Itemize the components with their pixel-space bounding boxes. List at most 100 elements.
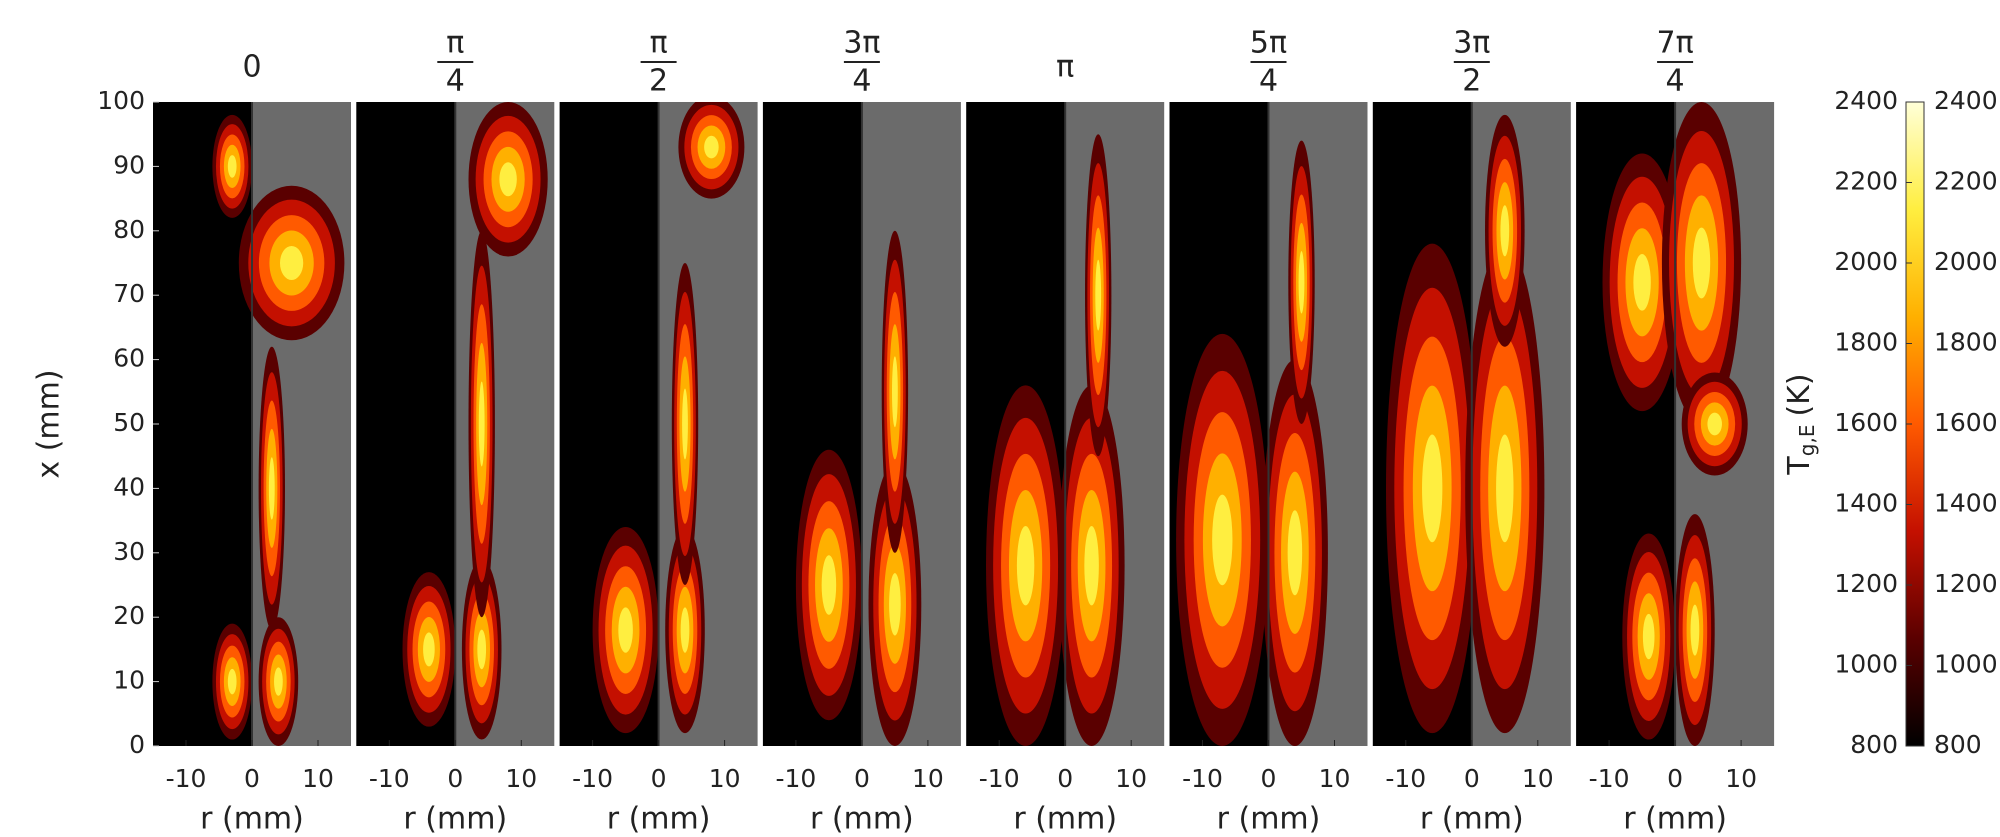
x-axis-label: r (mm): [1623, 802, 1727, 837]
x-tick-label: 0: [1464, 764, 1480, 793]
colorbar-tick-label: 1400: [1934, 489, 1998, 518]
x-tick-label: 10: [505, 764, 537, 793]
panel-title-numerator: π: [650, 26, 668, 61]
flame-contour: [269, 457, 275, 519]
flame-contour: [1643, 614, 1655, 659]
x-tick-label: -10: [1385, 764, 1426, 793]
x-tick-label: 10: [1319, 764, 1351, 793]
colorbar-label-subscript: g,E: [1795, 425, 1819, 457]
y-tick-label: 100: [97, 86, 145, 115]
flame-contour: [1422, 435, 1442, 543]
flame-contour: [1693, 228, 1710, 299]
flame-contour: [1017, 526, 1034, 605]
colorbar-tick-label: 2200: [1934, 167, 1998, 196]
x-tick-label: 10: [912, 764, 944, 793]
colorbar-tick-label: 1400: [1834, 489, 1898, 518]
flame-contour: [274, 667, 283, 695]
flame-contour: [228, 155, 237, 178]
x-tick-label: 0: [244, 764, 260, 793]
colorbar-tick-label: 2200: [1834, 167, 1898, 196]
panel-title-numerator: π: [446, 26, 464, 61]
flame-contour: [280, 246, 303, 280]
x-tick-label: 0: [1261, 764, 1277, 793]
x-tick-label: 0: [651, 764, 667, 793]
panel-title-numerator: 3π: [1453, 26, 1490, 61]
flame-contour: [704, 136, 719, 159]
y-tick-label: 90: [113, 150, 145, 179]
colorbar-tick-label: 1200: [1834, 569, 1898, 598]
x-tick-label: -10: [979, 764, 1020, 793]
x-tick-label: -10: [1589, 764, 1630, 793]
x-tick-label: 0: [1667, 764, 1683, 793]
y-tick-label: 10: [113, 666, 145, 695]
x-axis-label: r (mm): [607, 802, 711, 837]
x-tick-label: 0: [1057, 764, 1073, 793]
y-tick-label: 30: [113, 537, 145, 566]
y-tick-label: 70: [113, 279, 145, 308]
y-axis-label: x (mm): [32, 369, 67, 478]
y-tick-label: 60: [113, 344, 145, 373]
colorbar-tick-label: 2000: [1934, 247, 1998, 276]
x-tick-label: 0: [447, 764, 463, 793]
flame-contour: [1084, 526, 1099, 605]
x-tick-label: 10: [709, 764, 741, 793]
y-tick-label: 20: [113, 601, 145, 630]
panel-title-denominator: 4: [446, 64, 465, 99]
panel-title-denominator: 4: [1259, 64, 1278, 99]
flame-contour: [1288, 510, 1303, 595]
flame-contour: [479, 381, 485, 466]
flame-contour: [499, 162, 516, 196]
flame-contour: [423, 632, 435, 666]
x-tick-label: -10: [1182, 764, 1223, 793]
x-tick-label: 10: [302, 764, 334, 793]
colorbar-tick-label: 2400: [1934, 86, 1998, 115]
colorbar-tick-label: 2000: [1834, 247, 1898, 276]
colorbar-tick-label: 1200: [1934, 569, 1998, 598]
colorbar-tick-label: 1600: [1834, 408, 1898, 437]
flame-contour: [228, 669, 237, 695]
colorbar-tick-label: 2400: [1834, 86, 1898, 115]
x-tick-label: 0: [854, 764, 870, 793]
colorbar-tick-label: 1600: [1934, 408, 1998, 437]
colorbar-tick-label: 1800: [1834, 328, 1898, 357]
x-axis-label: r (mm): [1420, 802, 1524, 837]
y-tick-label: 0: [129, 730, 145, 759]
panel-title-numerator: 7π: [1657, 26, 1694, 61]
flame-contour: [477, 630, 486, 670]
flame-contour: [682, 389, 688, 460]
x-axis-label: r (mm): [1013, 802, 1117, 837]
flame-contour: [1496, 435, 1513, 543]
panel-title-denominator: 2: [649, 64, 668, 99]
panel-title-denominator: 4: [852, 64, 871, 99]
panel-title-denominator: 4: [1666, 64, 1685, 99]
flame-contour: [822, 555, 837, 615]
panel-title-numerator: 5π: [1250, 26, 1287, 61]
x-axis-label: r (mm): [1217, 802, 1321, 837]
x-axis-label: r (mm): [200, 802, 304, 837]
panel-title: π: [1056, 50, 1074, 85]
colorbar-label-unit: (K): [1782, 373, 1817, 416]
colorbar-tick-label: 1000: [1934, 650, 1998, 679]
panel-title-denominator: 2: [1462, 64, 1481, 99]
colorbar-tick-label: 1800: [1934, 328, 1998, 357]
x-tick-label: 10: [1115, 764, 1147, 793]
x-tick-label: -10: [572, 764, 613, 793]
flame-contour: [1633, 254, 1650, 311]
figure: x (mm) Tg,E(K) 0-10010r (mm)π4-10010r (m…: [0, 0, 2000, 837]
flame-contour: [892, 356, 898, 427]
flame-contour: [1707, 413, 1722, 436]
colorbar-label: Tg,E(K): [1782, 373, 1819, 475]
x-tick-label: -10: [166, 764, 207, 793]
flame-contour: [1299, 251, 1305, 313]
flame-contour: [1691, 605, 1700, 656]
flame-contour: [1095, 260, 1101, 331]
flame-contour: [1212, 495, 1232, 586]
flame-contour: [1500, 205, 1509, 256]
flame-contour: [889, 573, 901, 635]
x-tick-label: -10: [369, 764, 410, 793]
panel-title-numerator: 3π: [843, 26, 880, 61]
y-tick-label: 50: [113, 408, 145, 437]
colorbar-tick-label: 800: [1850, 730, 1898, 759]
colorbar-tick-label: 800: [1934, 730, 1982, 759]
colorbar-tick-label: 1000: [1834, 650, 1898, 679]
